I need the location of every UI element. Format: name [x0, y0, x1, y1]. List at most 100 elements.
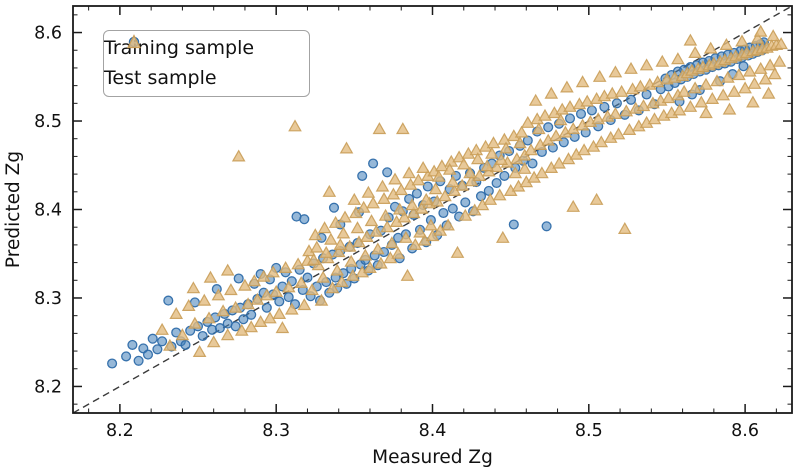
data-point: [483, 192, 498, 205]
data-point: [163, 338, 177, 351]
data-point: [342, 239, 357, 252]
data-point: [325, 281, 340, 294]
data-point: [347, 192, 362, 205]
data-point: [278, 260, 293, 273]
data-point: [683, 99, 698, 112]
data-point: [197, 293, 212, 306]
data-point: [520, 115, 535, 128]
data-point: [345, 268, 360, 281]
data-point: [489, 160, 504, 173]
data-point: [463, 166, 477, 179]
data-point: [157, 336, 168, 347]
data-point: [263, 311, 277, 324]
data-point: [238, 314, 249, 325]
data-point: [333, 237, 348, 250]
data-point: [624, 61, 638, 74]
data-point: [319, 245, 334, 258]
data-point: [322, 184, 337, 197]
data-point: [544, 86, 559, 99]
data-point: [452, 150, 466, 163]
data-point: [480, 159, 495, 172]
data-point: [735, 34, 749, 47]
data-point: [699, 77, 713, 90]
data-point: [738, 61, 749, 72]
data-point: [422, 181, 433, 192]
data-point: [541, 221, 552, 232]
data-point: [364, 214, 379, 227]
x-tick-label: 8.5: [575, 421, 603, 441]
data-point: [391, 246, 405, 259]
data-point: [428, 182, 443, 195]
data-point: [314, 293, 329, 306]
data-point: [543, 122, 554, 133]
data-point: [411, 173, 426, 186]
data-point: [753, 24, 768, 37]
data-point: [694, 95, 709, 108]
data-point: [121, 351, 132, 362]
x-tick-label: 8.2: [106, 421, 134, 441]
data-point: [719, 37, 734, 50]
data-point: [761, 86, 776, 99]
data-point: [560, 80, 574, 93]
data-point: [147, 333, 158, 344]
data-point: [309, 240, 324, 253]
data-point: [181, 298, 196, 311]
data-point: [186, 281, 201, 294]
data-point: [366, 196, 380, 209]
data-point: [416, 160, 430, 173]
data-point: [763, 58, 777, 71]
data-point: [611, 98, 622, 109]
data-point: [738, 81, 752, 94]
data-point: [356, 200, 371, 213]
data-point: [617, 221, 632, 234]
data-point: [553, 113, 568, 126]
data-point: [238, 278, 252, 291]
data-point: [589, 192, 604, 205]
data-point: [224, 283, 238, 296]
data-point: [283, 292, 294, 303]
data-point: [566, 199, 581, 212]
data-point: [291, 257, 305, 270]
data-point: [411, 188, 422, 199]
data-point: [350, 221, 365, 234]
data-point: [722, 102, 737, 115]
data-point: [508, 166, 523, 179]
x-tick-label: 8.4: [419, 421, 447, 441]
data-point: [438, 207, 449, 219]
data-point: [395, 122, 410, 135]
data-point: [220, 263, 235, 276]
data-point: [297, 298, 312, 311]
data-point: [549, 129, 563, 142]
data-point: [358, 248, 373, 261]
data-point: [564, 113, 576, 124]
data-point: [220, 328, 235, 341]
data-point: [378, 208, 393, 221]
legend: Training sample Test sample: [103, 30, 310, 97]
data-point: [192, 344, 207, 357]
y-tick-label: 8.4: [34, 201, 62, 221]
data-point: [622, 122, 637, 135]
data-point: [608, 65, 623, 78]
data-point: [419, 192, 434, 205]
data-point: [531, 122, 546, 135]
data-point: [152, 344, 163, 355]
data-point: [363, 260, 377, 273]
data-point: [594, 135, 609, 148]
data-point: [641, 89, 652, 100]
data-point: [288, 119, 302, 132]
x-axis-label: Measured Zg: [372, 447, 493, 468]
data-point: [375, 179, 390, 192]
data-point: [269, 284, 284, 297]
data-point: [435, 159, 449, 172]
data-point: [284, 302, 299, 315]
data-point: [483, 185, 494, 196]
data-point: [611, 127, 626, 140]
data-point: [250, 292, 265, 305]
data-point: [324, 232, 338, 245]
data-point: [302, 272, 313, 283]
data-point: [552, 156, 566, 169]
data-point: [522, 135, 533, 146]
data-point: [703, 41, 718, 54]
data-point: [334, 275, 349, 288]
data-point: [361, 185, 376, 198]
